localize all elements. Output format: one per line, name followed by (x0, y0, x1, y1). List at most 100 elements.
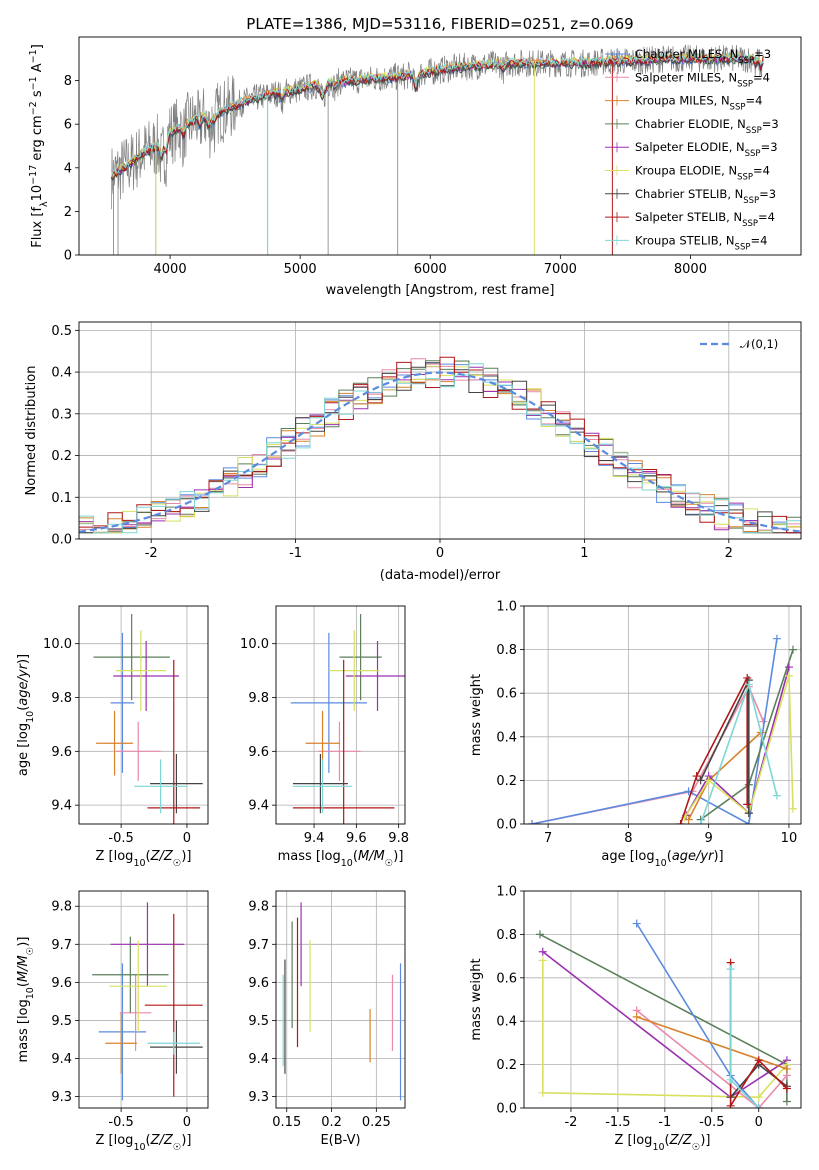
y-tick-label: 0.0 (496, 1102, 517, 1117)
label-part: ☉ (692, 1142, 701, 1153)
legend-entry: 𝒩(0,1) (740, 337, 778, 351)
x-tick-label: 0 (436, 546, 444, 561)
weight-point (784, 663, 793, 672)
weight-point (535, 930, 544, 939)
x-axis-label: Z [log10(Z/Z☉)] (615, 1133, 711, 1153)
label-part: λ (39, 201, 50, 207)
label-part: M/M (358, 849, 385, 864)
axes-frame (275, 605, 406, 825)
weight-point (684, 815, 693, 824)
legend-entry: Chabrier ELODIE, NSSP=3 (635, 117, 779, 136)
x-tick-label: 9.4 (304, 831, 325, 846)
axes-frame (78, 605, 209, 825)
legend-label: Salpeter STELIB, N (635, 210, 742, 224)
x-tick-label: 6000 (414, 262, 447, 277)
label-part: Z [log (615, 1133, 653, 1148)
x-tick-label: -0.5 (699, 1115, 724, 1130)
y-tick-label: 1.0 (496, 600, 517, 615)
label-part: ( (16, 982, 31, 987)
label-part: ☉ (25, 947, 36, 956)
legend-label: Salpeter ELODIE, N (635, 140, 745, 154)
y-tick-label: 0.0 (51, 533, 72, 548)
axes-mass_vs_EBV: 0.15 0.2 0.25 9.3 9.4 9.5 9.6 9.7 9.8 E(B-V) (248, 890, 406, 1148)
y-tick-label: 0.4 (496, 730, 517, 745)
legend-sub: SSP (742, 219, 758, 229)
y-tick-label: 9.4 (51, 799, 72, 814)
label-part: −17 (28, 165, 39, 185)
axes-frame (523, 605, 802, 825)
weight-point (676, 820, 685, 824)
legend-suffix: =3 (762, 117, 779, 131)
weight-point (632, 919, 641, 928)
label-part: ( (665, 1133, 670, 1148)
y-tick-label: 9.3 (51, 1090, 72, 1105)
plot-area (93, 614, 203, 824)
x-tick-label: 0.2 (321, 1115, 342, 1130)
label-part: ( (146, 1133, 151, 1148)
label-part: )] (181, 849, 191, 864)
legend-suffix: =4 (753, 164, 770, 178)
label-part: erg cm (30, 115, 45, 164)
x-tick-label: 0 (183, 831, 191, 846)
label-part: 10 (25, 987, 36, 999)
x-tick-label: 0.25 (362, 1115, 391, 1130)
legend-sub: SSP (746, 126, 762, 136)
weight-point (743, 800, 752, 809)
x-tick-label: 9 (705, 831, 713, 846)
weight-point (726, 1101, 735, 1108)
y-axis-label: Normed distribution (24, 366, 39, 496)
weight-point (782, 1064, 791, 1073)
label-part: Z [log (96, 849, 134, 864)
weight-point (696, 820, 705, 824)
legend-suffix: =3 (761, 140, 778, 154)
weight-series (679, 677, 748, 824)
weight-point (744, 680, 753, 689)
legend-sub: SSP (735, 242, 751, 252)
y-axis-label: mass weight (469, 674, 484, 756)
weight-series (539, 933, 788, 1102)
y-tick-label: 9.5 (248, 1014, 269, 1029)
legend-sub: SSP (730, 103, 746, 113)
weight-series (542, 960, 788, 1099)
legend-suffix: =4 (758, 210, 775, 224)
legend-entry: Salpeter MILES, NSSP=4 (635, 70, 770, 89)
weight-point (726, 1075, 735, 1084)
legend-suffix: =4 (750, 233, 767, 247)
x-axis-label: (data-model)/error (380, 568, 501, 583)
label-part: −2 (28, 101, 39, 115)
legend-suffix: =3 (754, 47, 771, 61)
legend-suffix: =4 (753, 70, 770, 84)
y-tick-label: 0.2 (496, 774, 517, 789)
label-part: M/M (16, 955, 31, 982)
label-part: Z/Z (150, 1133, 174, 1148)
y-tick-label: 0.6 (496, 971, 517, 986)
weight-series (636, 1009, 788, 1108)
y-axis-label: age [log10(age/yr)] (16, 654, 36, 776)
label-part: )] (181, 1133, 191, 1148)
legend-label: Chabrier MILES, N (635, 47, 738, 61)
x-axis-label: Z [log10(Z/Z☉)] (96, 849, 192, 869)
label-part: A (30, 63, 45, 76)
x-tick-label: 0.15 (272, 1115, 301, 1130)
label-part: 10 (30, 185, 45, 202)
label-part: 10 (655, 858, 667, 869)
plot-area (79, 356, 801, 534)
axes-frame (523, 890, 802, 1109)
plot-area (535, 919, 791, 1108)
weight-point (754, 1056, 763, 1065)
y-tick-label: 10.0 (43, 637, 72, 652)
y-tick-label: 0 (64, 249, 72, 264)
y-tick-label: 0.3 (51, 407, 72, 422)
y-tick-label: 4 (64, 161, 72, 176)
weight-series (685, 666, 790, 816)
label-part: ☉ (385, 858, 394, 869)
weight-point (692, 772, 701, 781)
legend-label: Chabrier STELIB, N (635, 187, 743, 201)
x-tick-label: -0.5 (108, 831, 133, 846)
x-tick-label: 8000 (674, 262, 707, 277)
legend-sub: SSP (737, 79, 753, 89)
legend-label: Chabrier ELODIE, N (635, 117, 746, 131)
axes-spectrum: 4000 5000 6000 7000 8000 0 2 4 6 8 wavelength [Ang… (28, 36, 802, 298)
